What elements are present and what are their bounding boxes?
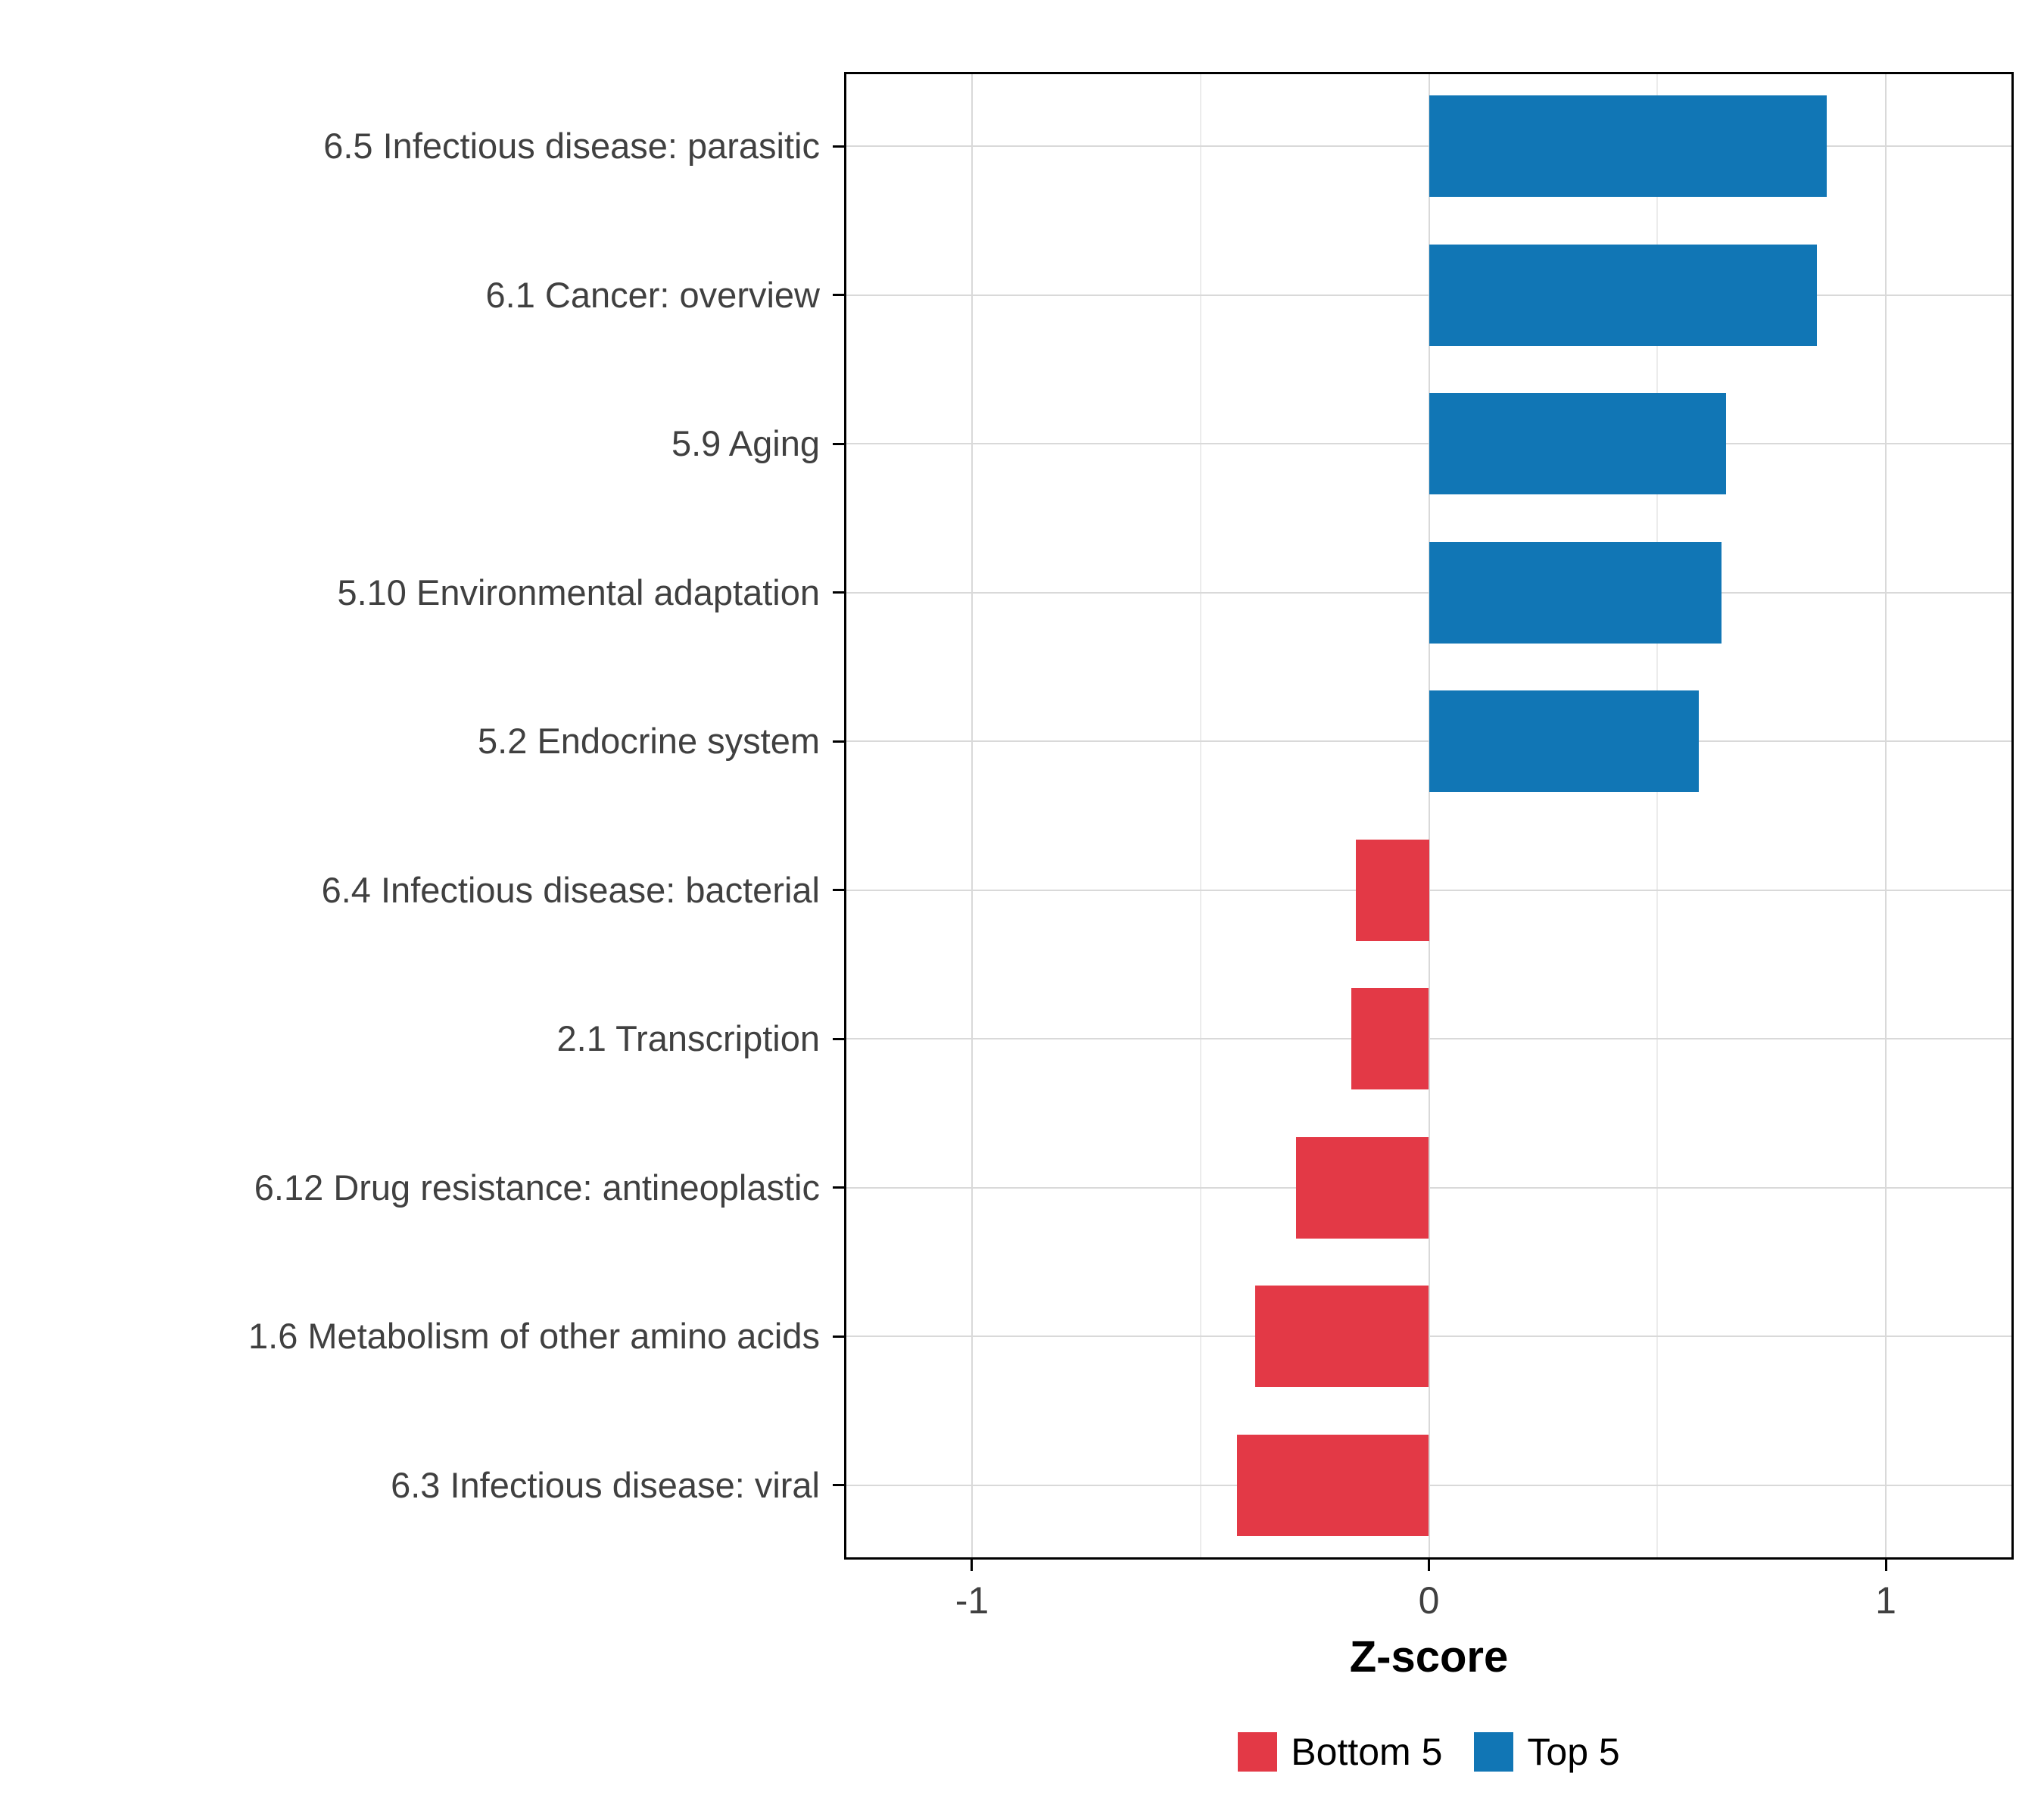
y-axis-label: 2.1 Transcription — [556, 1018, 820, 1059]
legend: Bottom 5 Top 5 — [844, 1730, 2014, 1774]
bar-top-5 — [1429, 690, 1699, 793]
y-axis-label: 5.2 Endocrine system — [478, 721, 820, 762]
bar-bottom-5 — [1237, 1434, 1429, 1536]
y-axis-label: 6.1 Cancer: overview — [485, 274, 820, 315]
x-axis-tick — [1428, 1560, 1430, 1571]
bar-bottom-5 — [1351, 988, 1429, 1090]
y-axis-tick — [833, 740, 844, 743]
gridline-horizontal-major — [844, 1186, 2014, 1189]
y-axis-tick — [833, 294, 844, 297]
y-axis-tick — [833, 591, 844, 594]
gridline-vertical-major — [1885, 72, 1887, 1560]
y-axis-tick — [833, 442, 844, 445]
gridline-horizontal-major — [844, 1335, 2014, 1338]
x-axis-tick-label: 1 — [1875, 1579, 1896, 1622]
bar-bottom-5 — [1296, 1136, 1429, 1239]
y-axis-label: 6.12 Drug resistance: antineoplastic — [254, 1167, 820, 1208]
y-axis-tick — [833, 1037, 844, 1040]
gridline-vertical-minor — [1656, 72, 1659, 1560]
y-axis-label: 6.3 Infectious disease: viral — [391, 1464, 820, 1505]
gridline-vertical-minor — [1199, 72, 1201, 1560]
y-axis-tick — [833, 1186, 844, 1189]
bar-bottom-5 — [1255, 1286, 1429, 1388]
y-axis-label: 6.5 Infectious disease: parasitic — [323, 126, 820, 167]
gridline-vertical-major — [1428, 72, 1430, 1560]
gridline-vertical-major — [971, 72, 973, 1560]
legend-label: Bottom 5 — [1291, 1731, 1443, 1773]
bar-top-5 — [1429, 393, 1726, 495]
y-axis-label: 5.9 Aging — [671, 423, 820, 464]
y-axis-tick — [833, 1484, 844, 1487]
x-axis-title: Z-score — [1349, 1632, 1509, 1681]
legend-swatch-icon — [1474, 1732, 1514, 1772]
y-axis-tick — [833, 889, 844, 892]
bar-top-5 — [1429, 244, 1818, 346]
bar-top-5 — [1429, 541, 1722, 644]
x-axis-tick-label: -1 — [955, 1579, 989, 1622]
gridline-horizontal-major — [844, 1038, 2014, 1040]
y-axis-tick — [833, 145, 844, 148]
bar-bottom-5 — [1355, 839, 1429, 941]
gridline-horizontal-major — [844, 1484, 2014, 1486]
y-axis-label: 1.6 Metabolism of other amino acids — [248, 1316, 820, 1357]
y-axis-label: 5.10 Environmental adaptation — [337, 572, 820, 612]
x-axis-tick — [1884, 1560, 1887, 1571]
y-axis-label: 6.4 Infectious disease: bacterial — [321, 869, 820, 910]
x-axis-tick — [971, 1560, 974, 1571]
legend-item-bottom-5: Bottom 5 — [1238, 1730, 1442, 1774]
bar-top-5 — [1429, 95, 1827, 198]
legend-label: Top 5 — [1527, 1731, 1620, 1773]
legend-item-top-5: Top 5 — [1474, 1730, 1620, 1774]
x-axis-tick-label: 0 — [1418, 1579, 1440, 1622]
gridline-horizontal-major — [844, 889, 2014, 891]
y-axis-tick — [833, 1335, 844, 1338]
legend-swatch-icon — [1238, 1732, 1278, 1772]
